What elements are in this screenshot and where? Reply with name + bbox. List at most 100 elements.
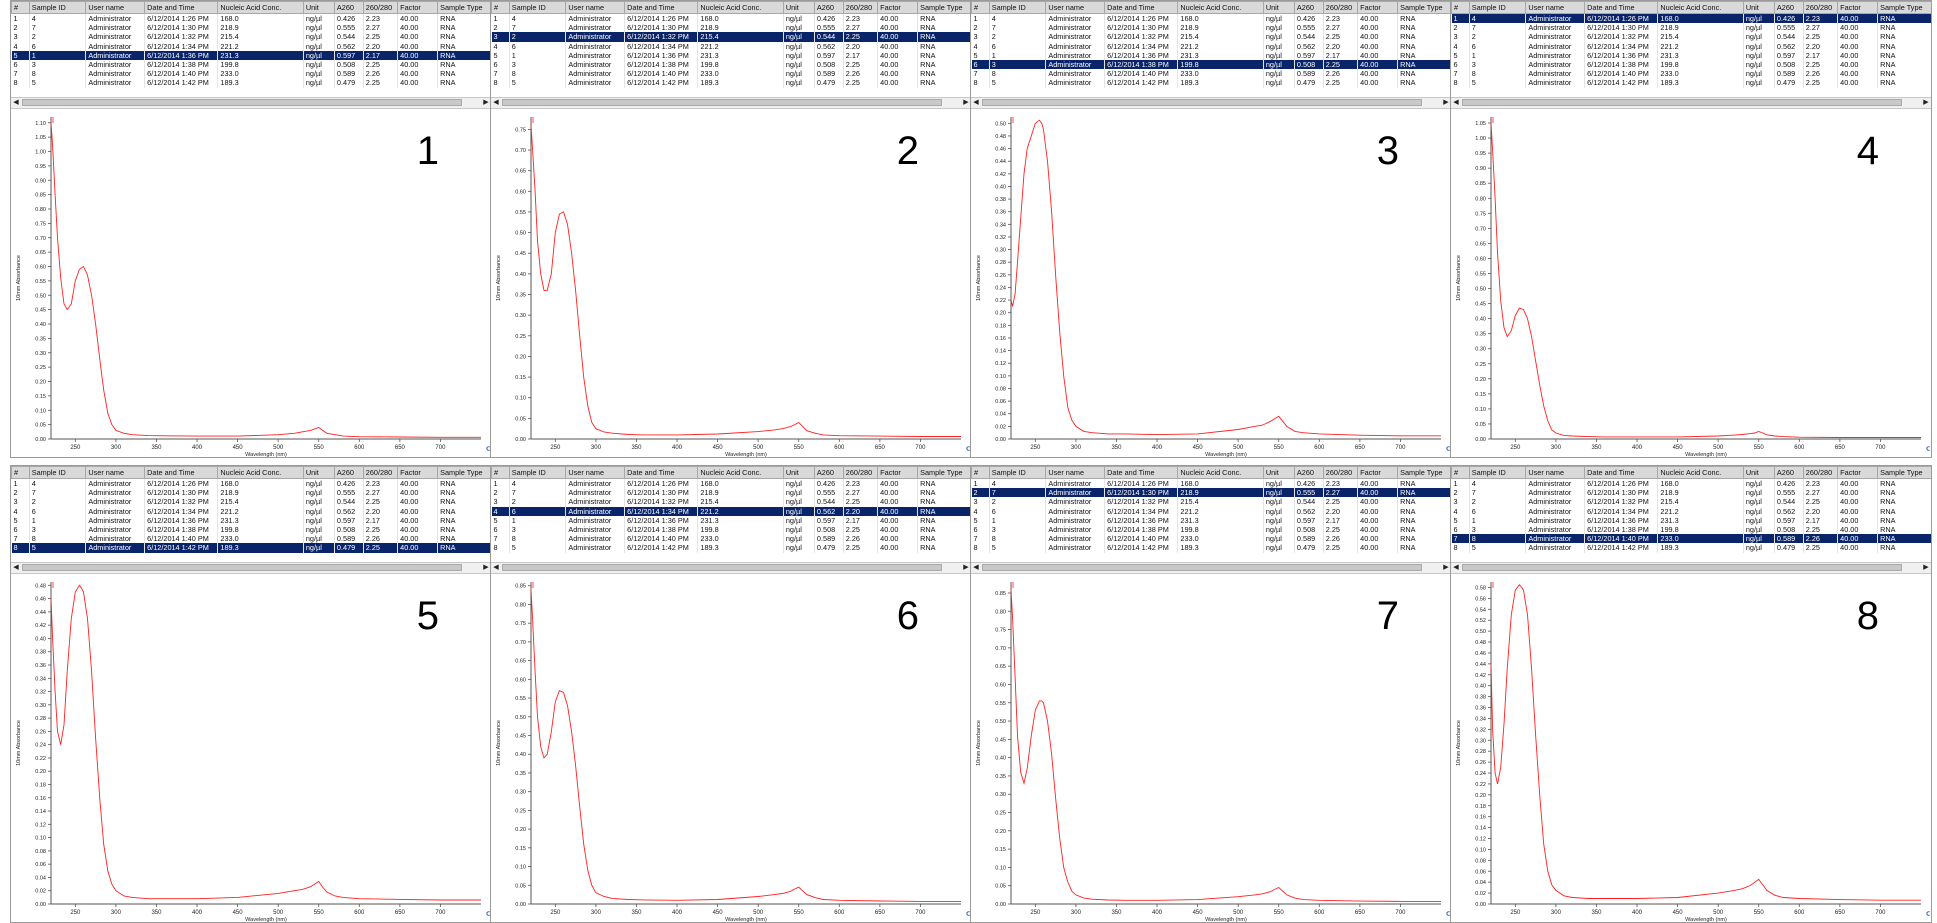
table-row[interactable]: 5 1 Administrator 6/12/2014 1:36 PM 231.3 ng/…	[11, 515, 491, 525]
column-header[interactable]: User name	[85, 1, 146, 14]
column-header[interactable]: Sample ID	[28, 1, 87, 14]
table-row[interactable]: 6 3 Administrator 6/12/2014 1:38 PM 199.8 ng/…	[11, 524, 491, 535]
column-header[interactable]: Date and Time	[1104, 1, 1179, 14]
table-row[interactable]: 7 8 Administrator 6/12/2014 1:40 PM 233.0 ng/…	[1451, 534, 1931, 544]
column-header[interactable]: Factor	[877, 1, 919, 14]
table-row[interactable]: 2 7 Administrator 6/12/2014 1:30 PM 218.9 ng/…	[11, 488, 491, 498]
table-row[interactable]: 8 5 Administrator 6/12/2014 1:42 PM 189.3 ng/…	[1451, 543, 1931, 553]
column-header[interactable]: A260	[1293, 466, 1324, 479]
column-header[interactable]: Factor	[1357, 466, 1399, 479]
column-header[interactable]: A260	[813, 1, 844, 14]
table-row[interactable]: 1 4 Administrator 6/12/2014 1:26 PM 168.0 ng/…	[971, 478, 1451, 489]
table-row[interactable]: 3 2 Administrator 6/12/2014 1:32 PM 215.4 ng/…	[11, 497, 491, 507]
scrollbar-thumb[interactable]	[22, 564, 462, 571]
table-row[interactable]: 2 7 Administrator 6/12/2014 1:30 PM 218.9 ng/…	[971, 23, 1451, 33]
table-row[interactable]: 6 3 Administrator 6/12/2014 1:38 PM 199.8 ng/…	[11, 59, 491, 70]
column-header[interactable]: Factor	[397, 466, 439, 479]
table-row[interactable]: 8 5 Administrator 6/12/2014 1:42 PM 189.3 ng/…	[971, 543, 1451, 553]
table-row[interactable]: 1 4 Administrator 6/12/2014 1:26 PM 168.0 ng/…	[1451, 478, 1931, 489]
column-header[interactable]: Nucleic Acid Conc.	[217, 466, 304, 479]
table-row[interactable]: 1 4 Administrator 6/12/2014 1:26 PM 168.0 ng/…	[1451, 13, 1931, 24]
column-header[interactable]: Date and Time	[144, 1, 219, 14]
table-row[interactable]: 3 2 Administrator 6/12/2014 1:32 PM 215.4 ng/…	[491, 32, 971, 42]
table-row[interactable]: 6 3 Administrator 6/12/2014 1:38 PM 199.8 ng/…	[1451, 524, 1931, 535]
table-row[interactable]: 8 5 Administrator 6/12/2014 1:42 PM 189.3 ng/…	[1451, 78, 1931, 88]
column-header[interactable]: Sample Type	[1397, 1, 1451, 14]
table-row[interactable]: 8 5 Administrator 6/12/2014 1:42 PM 189.3 ng/…	[11, 78, 491, 88]
column-header[interactable]: Factor	[877, 466, 919, 479]
table-row[interactable]: 3 2 Administrator 6/12/2014 1:32 PM 215.4 ng/…	[1451, 497, 1931, 507]
scroll-right-arrow-icon[interactable]: ▶	[1923, 564, 1929, 571]
table-row[interactable]: 5 1 Administrator 6/12/2014 1:36 PM 231.3 ng/…	[971, 50, 1451, 60]
table-row[interactable]: 4 6 Administrator 6/12/2014 1:34 PM 221.2 ng/…	[11, 41, 491, 51]
table-row[interactable]: 7 8 Administrator 6/12/2014 1:40 PM 233.0 ng/…	[491, 69, 971, 79]
scrollbar-thumb[interactable]	[22, 99, 462, 106]
scroll-left-arrow-icon[interactable]: ◀	[493, 99, 499, 106]
column-header[interactable]: Unit	[302, 1, 335, 14]
table-row[interactable]: 5 1 Administrator 6/12/2014 1:36 PM 231.3 ng/…	[1451, 50, 1931, 60]
table-row[interactable]: 4 6 Administrator 6/12/2014 1:34 PM 221.2 ng/…	[1451, 506, 1931, 516]
scroll-right-arrow-icon[interactable]: ▶	[963, 564, 969, 571]
table-row[interactable]: 3 2 Administrator 6/12/2014 1:32 PM 215.4 ng/…	[971, 497, 1451, 507]
table-row[interactable]: 4 6 Administrator 6/12/2014 1:34 PM 221.2 ng/…	[491, 506, 971, 516]
scroll-right-arrow-icon[interactable]: ▶	[1443, 564, 1449, 571]
horizontal-scrollbar[interactable]: ◀ ▶	[1451, 97, 1931, 109]
horizontal-scrollbar[interactable]: ◀ ▶	[971, 97, 1451, 109]
column-header[interactable]: Sample ID	[28, 466, 87, 479]
column-header[interactable]: User name	[1045, 466, 1106, 479]
scroll-right-arrow-icon[interactable]: ▶	[1443, 99, 1449, 106]
table-row[interactable]: 4 6 Administrator 6/12/2014 1:34 PM 221.2 ng/…	[491, 41, 971, 51]
column-header[interactable]: A260	[1773, 1, 1804, 14]
table-row[interactable]: 7 8 Administrator 6/12/2014 1:40 PM 233.0 ng/…	[971, 534, 1451, 544]
table-row[interactable]: 4 6 Administrator 6/12/2014 1:34 PM 221.2 ng/…	[971, 41, 1451, 51]
column-header[interactable]: Nucleic Acid Conc.	[1177, 466, 1264, 479]
scroll-right-arrow-icon[interactable]: ▶	[963, 99, 969, 106]
scroll-left-arrow-icon[interactable]: ◀	[493, 564, 499, 571]
table-row[interactable]: 1 4 Administrator 6/12/2014 1:26 PM 168.0 ng/…	[491, 478, 971, 489]
column-header[interactable]: #	[11, 1, 30, 14]
column-header[interactable]: Unit	[1742, 466, 1775, 479]
table-row[interactable]: 7 8 Administrator 6/12/2014 1:40 PM 233.0 ng/…	[971, 69, 1451, 79]
column-header[interactable]: Factor	[1837, 1, 1879, 14]
table-row[interactable]: 5 1 Administrator 6/12/2014 1:36 PM 231.3 ng/…	[491, 515, 971, 525]
table-row[interactable]: 6 3 Administrator 6/12/2014 1:38 PM 199.8 ng/…	[491, 524, 971, 535]
column-header[interactable]: 260/280	[842, 466, 879, 479]
column-header[interactable]: A260	[333, 1, 364, 14]
column-header[interactable]: Unit	[1262, 1, 1295, 14]
table-row[interactable]: 3 2 Administrator 6/12/2014 1:32 PM 215.4 ng/…	[971, 32, 1451, 42]
scroll-right-arrow-icon[interactable]: ▶	[483, 564, 489, 571]
scrollbar-thumb[interactable]	[982, 564, 1422, 571]
column-header[interactable]: Date and Time	[1584, 1, 1659, 14]
scroll-left-arrow-icon[interactable]: ◀	[1453, 564, 1459, 571]
table-row[interactable]: 4 6 Administrator 6/12/2014 1:34 PM 221.2 ng/…	[971, 506, 1451, 516]
table-row[interactable]: 6 3 Administrator 6/12/2014 1:38 PM 199.8 ng/…	[491, 59, 971, 70]
table-row[interactable]: 1 4 Administrator 6/12/2014 1:26 PM 168.0 ng/…	[11, 13, 491, 24]
column-header[interactable]: Factor	[1837, 466, 1879, 479]
scrollbar-thumb[interactable]	[982, 99, 1422, 106]
horizontal-scrollbar[interactable]: ◀ ▶	[491, 97, 971, 109]
column-header[interactable]: Sample ID	[988, 1, 1047, 14]
column-header[interactable]: Sample ID	[988, 466, 1047, 479]
table-row[interactable]: 2 7 Administrator 6/12/2014 1:30 PM 218.9 ng/…	[491, 488, 971, 498]
column-header[interactable]: Date and Time	[144, 466, 219, 479]
column-header[interactable]: User name	[1525, 1, 1586, 14]
table-row[interactable]: 6 3 Administrator 6/12/2014 1:38 PM 199.8 ng/…	[971, 524, 1451, 535]
horizontal-scrollbar[interactable]: ◀ ▶	[11, 97, 491, 109]
column-header[interactable]: 260/280	[1322, 466, 1359, 479]
column-header[interactable]: #	[11, 466, 30, 479]
column-header[interactable]: Date and Time	[624, 466, 699, 479]
column-header[interactable]: Sample Type	[1877, 466, 1931, 479]
table-row[interactable]: 1 4 Administrator 6/12/2014 1:26 PM 168.0 ng/…	[491, 13, 971, 24]
table-row[interactable]: 6 3 Administrator 6/12/2014 1:38 PM 199.8 ng/…	[971, 59, 1451, 70]
horizontal-scrollbar[interactable]: ◀ ▶	[491, 562, 971, 574]
scrollbar-thumb[interactable]	[502, 99, 942, 106]
column-header[interactable]: Unit	[782, 466, 815, 479]
table-row[interactable]: 2 7 Administrator 6/12/2014 1:30 PM 218.9 ng/…	[491, 23, 971, 33]
column-header[interactable]: User name	[565, 466, 626, 479]
table-row[interactable]: 8 5 Administrator 6/12/2014 1:42 PM 189.3 ng/…	[11, 543, 491, 553]
column-header[interactable]: Sample Type	[437, 1, 491, 14]
table-row[interactable]: 8 5 Administrator 6/12/2014 1:42 PM 189.3 ng/…	[491, 78, 971, 88]
table-row[interactable]: 3 2 Administrator 6/12/2014 1:32 PM 215.4 ng/…	[11, 32, 491, 42]
column-header[interactable]: Nucleic Acid Conc.	[1657, 466, 1744, 479]
column-header[interactable]: A260	[1773, 466, 1804, 479]
